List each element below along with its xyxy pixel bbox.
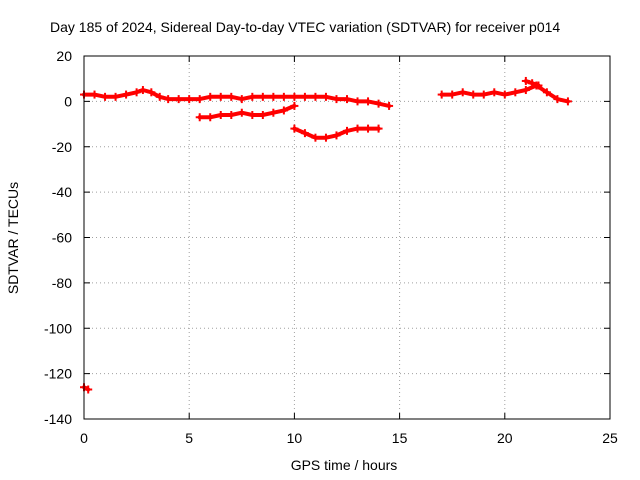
data-point — [374, 124, 383, 133]
y-tick-label: -120 — [44, 366, 72, 382]
series-2 — [290, 124, 383, 142]
data-point — [269, 108, 278, 117]
data-point — [290, 124, 299, 133]
data-point — [332, 95, 341, 104]
data-point — [195, 113, 204, 122]
y-tick-label: 20 — [56, 48, 72, 64]
data-point — [290, 92, 299, 101]
data-point — [174, 95, 183, 104]
data-point — [101, 92, 110, 101]
data-point — [185, 95, 194, 104]
data-point — [321, 92, 330, 101]
x-tick-label: 5 — [185, 430, 193, 446]
chart-title: Day 185 of 2024, Sidereal Day-to-day VTE… — [50, 19, 560, 35]
data-point — [374, 99, 383, 108]
data-point — [138, 86, 147, 95]
series-4 — [521, 76, 543, 90]
y-tick-label: -20 — [52, 139, 72, 155]
grid — [84, 56, 610, 419]
data-point — [321, 133, 330, 142]
data-point — [279, 92, 288, 101]
data-point — [534, 81, 543, 90]
y-tick-label: 0 — [64, 93, 72, 109]
data-point — [332, 131, 341, 140]
data-point — [216, 110, 225, 119]
data-point — [206, 113, 215, 122]
data-point — [469, 90, 478, 99]
x-axis-label: GPS time / hours — [291, 457, 398, 473]
data-point — [521, 86, 530, 95]
data-point — [279, 106, 288, 115]
data-point — [248, 110, 257, 119]
data-point — [311, 133, 320, 142]
data-point — [563, 97, 572, 106]
data-point — [343, 95, 351, 104]
data-point — [528, 79, 537, 88]
series-line — [197, 103, 297, 120]
data-point — [132, 88, 141, 97]
x-tick-label: 25 — [602, 430, 618, 446]
data-point — [216, 92, 225, 101]
data-point — [448, 90, 457, 99]
data-point — [364, 97, 373, 106]
y-tick-label: -140 — [44, 411, 72, 427]
data-point — [227, 92, 236, 101]
data-point — [237, 108, 246, 117]
data-point — [84, 385, 93, 394]
x-tick-label: 0 — [80, 430, 88, 446]
series-1 — [195, 101, 299, 122]
x-tick-label: 15 — [392, 430, 408, 446]
data-point — [248, 92, 257, 101]
data-point — [364, 124, 373, 133]
data-point — [353, 124, 362, 133]
data-point — [521, 76, 530, 85]
data-point — [269, 92, 278, 101]
data-point — [206, 92, 215, 101]
series-0 — [80, 86, 394, 110]
data-point — [311, 92, 320, 101]
data-point — [227, 110, 236, 119]
data-point — [164, 95, 173, 104]
data-point — [343, 126, 351, 135]
data-point — [458, 88, 467, 97]
data-point — [437, 90, 446, 99]
data-point — [111, 92, 120, 101]
data-point — [500, 90, 509, 99]
data-point — [147, 88, 156, 97]
data-point — [511, 88, 520, 97]
data-point — [122, 90, 131, 99]
data-point — [155, 92, 164, 101]
y-axis-label: SDTVAR / TECUs — [5, 182, 21, 294]
y-tick-label: -80 — [52, 275, 72, 291]
x-tick-label: 20 — [497, 430, 513, 446]
y-tick-label: -40 — [52, 184, 72, 200]
y-tick-label: -100 — [44, 320, 72, 336]
data-point — [258, 92, 267, 101]
data-point — [353, 97, 362, 106]
x-tick-label: 10 — [287, 430, 303, 446]
data-point — [237, 95, 246, 104]
data-point — [479, 90, 488, 99]
data-point — [290, 101, 299, 110]
data-point — [490, 88, 499, 97]
data-point — [195, 95, 204, 104]
data-point — [542, 88, 551, 97]
series-layer — [80, 76, 572, 394]
data-point — [90, 90, 99, 99]
ticks: 0 5 10 15 20 25 20 0 -20 -40 -60 -80 -100 -120 -140 — [44, 48, 618, 446]
data-point — [553, 95, 562, 104]
data-point — [385, 101, 394, 110]
data-point — [300, 92, 309, 101]
y-tick-label: -60 — [52, 230, 72, 246]
data-point — [300, 129, 309, 138]
data-point — [258, 110, 267, 119]
